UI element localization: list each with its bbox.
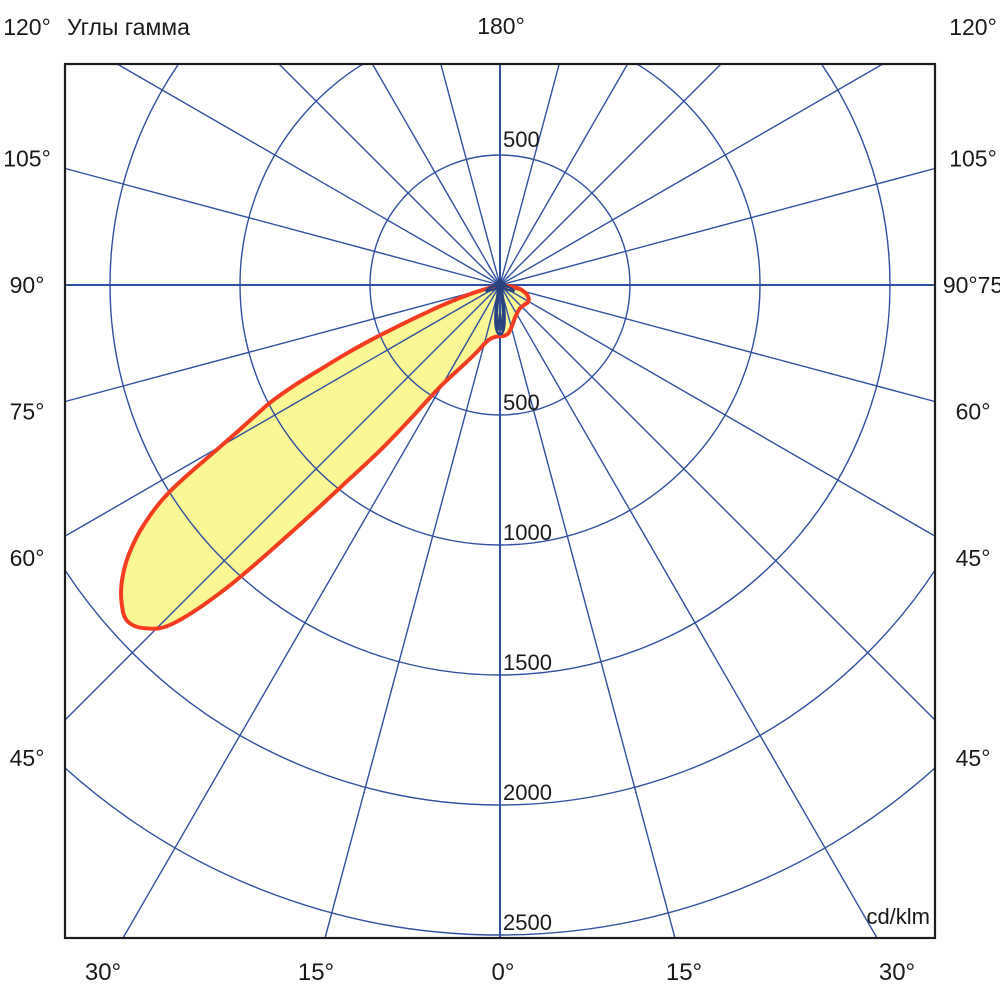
gamma-radial-line [499,64,722,286]
gamma-radial-line [65,167,501,286]
gamma-radial-line [499,284,935,537]
gamma-radial-line [440,64,501,286]
gamma-label-left-45: 45° [10,745,45,771]
center-marker [493,278,507,292]
gamma-radial-line [278,64,501,286]
gamma-radial-line [499,284,935,403]
radial-tick-label-top: 500 [503,127,540,152]
gamma-label-bottom-4: 30° [879,959,915,986]
gamma-label-bottom-1: 15° [298,959,334,986]
radial-tick-label-500: 500 [503,390,540,415]
gamma-label-bottom-2: 0° [492,959,515,986]
gamma-radial-line [499,64,885,286]
gamma-label-top: 180° [477,13,525,39]
gamma-radial-line [499,167,935,286]
gamma-label-left-75: 75° [10,399,45,425]
gamma-radial-line [499,284,878,938]
gamma-label-bottom-3: 15° [666,959,702,986]
radial-tick-label-1000: 1000 [503,520,552,545]
gamma-radial-line [499,64,629,286]
cross-plane-outer-curve [485,283,515,336]
gamma-label-right-75: 60° [956,399,991,425]
chart-frame [63,62,937,940]
gamma-label-right-90: 90°75 [943,272,1000,298]
gamma-radial-line [324,284,501,938]
gamma-radial-line [65,284,501,721]
gamma-label-left-90: 90° [10,272,45,298]
gamma-label-left-120: 120° [3,14,51,40]
gamma-radial-line [371,64,501,286]
gamma-radial-line [499,284,676,938]
gamma-radial-line [499,64,560,286]
gamma-label-right-60: 45° [956,545,991,571]
main-beam-outline [119,282,531,631]
radial-tick-label-2500: 2500 [503,910,552,935]
gamma-radial-line [115,64,501,286]
gamma-label-bottom-0: 30° [85,959,121,986]
main-beam-fill [121,284,529,629]
gamma-label-left-105: 105° [3,145,51,171]
gamma-label-left-60: 60° [10,545,45,571]
gamma-radial-line [122,284,501,938]
chart-title: Углы гамма [67,14,190,40]
gamma-label-right-105: 105° [949,145,997,171]
gamma-radial-line [65,284,501,403]
units-label: cd/klm [866,904,930,929]
gamma-radial-line [65,284,501,537]
cross-plane-inner-curve [495,286,505,332]
gamma-radial-line [499,284,935,721]
radial-tick-label-1500: 1500 [503,650,552,675]
gamma-label-right-120: 120° [949,14,997,40]
radial-tick-label-2000: 2000 [503,780,552,805]
gamma-label-right-45: 45° [956,745,991,771]
